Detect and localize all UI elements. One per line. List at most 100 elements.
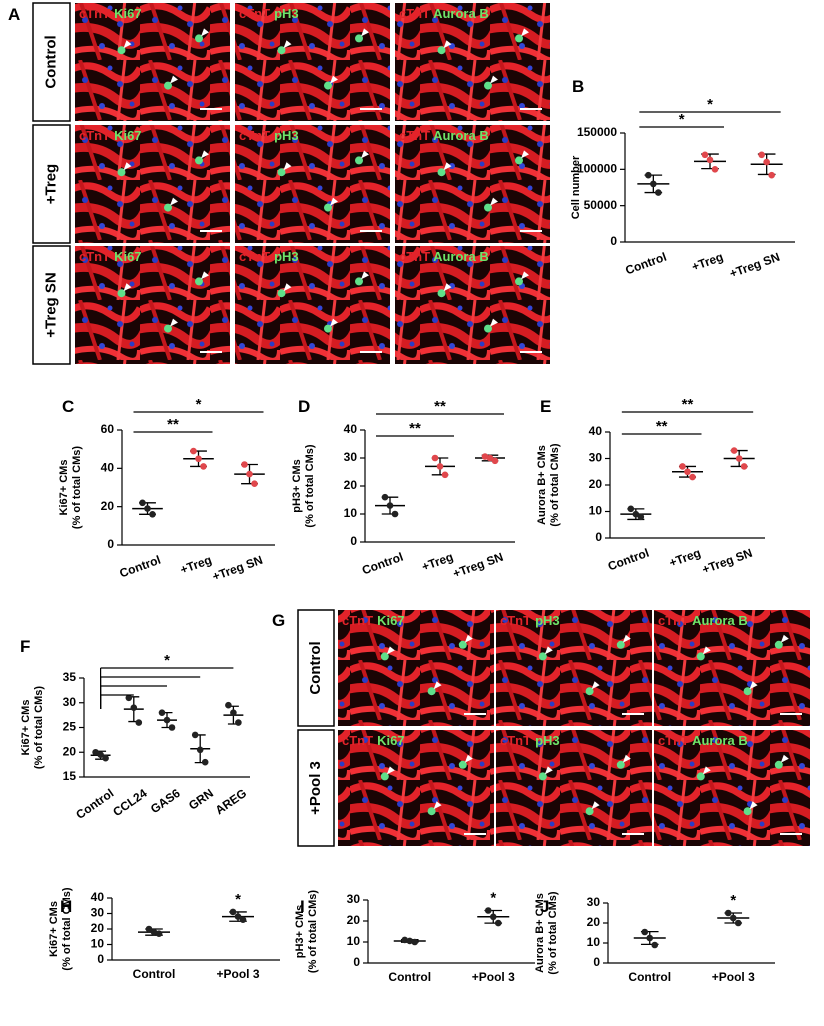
stain-label: cTnT bbox=[399, 249, 430, 264]
y-tick-label: 30 bbox=[344, 450, 358, 464]
image-label: cTnT Ki67 bbox=[342, 733, 405, 748]
micrograph bbox=[235, 246, 390, 364]
x-tick-label: +Treg bbox=[420, 550, 455, 574]
image-label: cTnT Aurora B bbox=[658, 613, 748, 628]
arrowhead bbox=[521, 150, 529, 159]
data-point bbox=[190, 447, 197, 455]
stain-label: cTnT bbox=[79, 6, 110, 21]
arrowhead bbox=[749, 801, 758, 810]
significance: ** bbox=[409, 420, 421, 437]
arrowhead bbox=[170, 318, 178, 327]
x-tick-label: AREG bbox=[213, 786, 249, 817]
y-axis-label: (% of total CMs) bbox=[33, 686, 45, 769]
x-tick-label: Control bbox=[623, 250, 668, 278]
image-label: cTnT Ki67 bbox=[79, 128, 142, 143]
row-label: +Treg bbox=[42, 164, 59, 204]
y-tick-label: 40 bbox=[344, 422, 358, 436]
data-point bbox=[650, 180, 657, 188]
y-tick-label: 10 bbox=[589, 504, 603, 518]
x-tick-label: Control bbox=[118, 553, 163, 581]
row-label-box bbox=[32, 124, 71, 244]
row-label-box bbox=[32, 2, 71, 122]
stain-label: cTnT bbox=[658, 733, 689, 748]
marker-label: pH3 bbox=[535, 613, 560, 628]
data-point bbox=[735, 455, 743, 462]
arrowhead bbox=[386, 646, 395, 655]
panel-label: A bbox=[8, 5, 20, 24]
significance: ** bbox=[434, 398, 446, 415]
data-point bbox=[706, 156, 714, 164]
y-tick-label: 0 bbox=[593, 955, 600, 969]
arrowhead bbox=[780, 754, 789, 763]
data-point bbox=[431, 454, 439, 462]
y-axis-label: pH3+ CMs bbox=[294, 905, 306, 959]
panel-label: H bbox=[60, 897, 72, 916]
y-axis-label: Aurora B+ CMs bbox=[534, 893, 546, 973]
x-tick-label: Control bbox=[73, 786, 116, 822]
marker-label: Aurora B bbox=[433, 6, 489, 21]
marker-label: Ki67 bbox=[114, 249, 141, 264]
data-point bbox=[144, 505, 151, 512]
micrograph bbox=[75, 3, 230, 121]
row-label-box bbox=[297, 729, 335, 847]
row-label: Control bbox=[42, 35, 59, 88]
y-tick-label: 40 bbox=[91, 890, 105, 904]
data-point bbox=[195, 455, 202, 463]
y-tick-label: 10 bbox=[587, 935, 601, 949]
image-label: cTnT Aurora B bbox=[399, 6, 489, 21]
data-point bbox=[768, 171, 775, 179]
arrowhead bbox=[591, 801, 600, 810]
y-axis-label: Cell number bbox=[570, 155, 582, 219]
x-tick-label: GRN bbox=[186, 786, 216, 813]
arrowhead bbox=[521, 271, 529, 280]
y-axis-label: pH3+ CMs bbox=[291, 459, 303, 513]
y-axis-label: Ki67+ CMs bbox=[48, 901, 60, 957]
micrograph bbox=[496, 730, 652, 846]
significance: ** bbox=[656, 418, 668, 435]
y-tick-label: 20 bbox=[344, 478, 358, 492]
arrowhead bbox=[330, 318, 338, 327]
data-point bbox=[168, 724, 176, 731]
y-tick-label: 150000 bbox=[577, 125, 617, 139]
arrowhead bbox=[330, 75, 338, 84]
x-tick-label: Control bbox=[628, 970, 671, 984]
data-point bbox=[230, 709, 237, 716]
row-label-box bbox=[32, 245, 71, 365]
micrograph bbox=[75, 125, 230, 243]
micrograph bbox=[75, 246, 230, 364]
panel-label: J bbox=[540, 897, 549, 916]
arrowhead bbox=[464, 754, 473, 763]
y-tick-label: 10 bbox=[344, 506, 358, 520]
data-point bbox=[225, 701, 232, 709]
marker-label: Ki67 bbox=[377, 733, 404, 748]
data-point bbox=[149, 511, 156, 518]
panel-label: B bbox=[572, 77, 584, 96]
stain-label: cTnT bbox=[239, 128, 270, 143]
panel-label: C bbox=[62, 397, 74, 416]
x-tick-label: +Pool 3 bbox=[472, 970, 515, 984]
data-point bbox=[632, 510, 640, 518]
data-point bbox=[763, 158, 770, 166]
micrograph bbox=[235, 3, 390, 121]
stain-label: cTnT bbox=[500, 733, 531, 748]
x-tick-label: GAS6 bbox=[148, 786, 183, 816]
arrowhead bbox=[123, 283, 132, 292]
panel-label: I bbox=[300, 897, 305, 916]
data-point bbox=[125, 694, 133, 702]
arrowhead bbox=[544, 646, 553, 655]
arrowhead bbox=[123, 40, 132, 49]
significance: * bbox=[164, 652, 170, 669]
marker-label: Aurora B bbox=[433, 249, 489, 264]
y-tick-label: 30 bbox=[587, 895, 601, 909]
stain-label: cTnT bbox=[342, 733, 373, 748]
x-tick-label: Control bbox=[133, 967, 176, 981]
panel-label: G bbox=[272, 611, 285, 630]
data-point bbox=[381, 493, 389, 501]
data-point bbox=[234, 913, 242, 920]
x-tick-label: CCL24 bbox=[110, 786, 149, 819]
data-point bbox=[679, 463, 686, 470]
data-point bbox=[386, 502, 394, 509]
y-axis-label: Ki67+ CMs bbox=[58, 460, 70, 516]
arrowhead bbox=[544, 766, 553, 775]
